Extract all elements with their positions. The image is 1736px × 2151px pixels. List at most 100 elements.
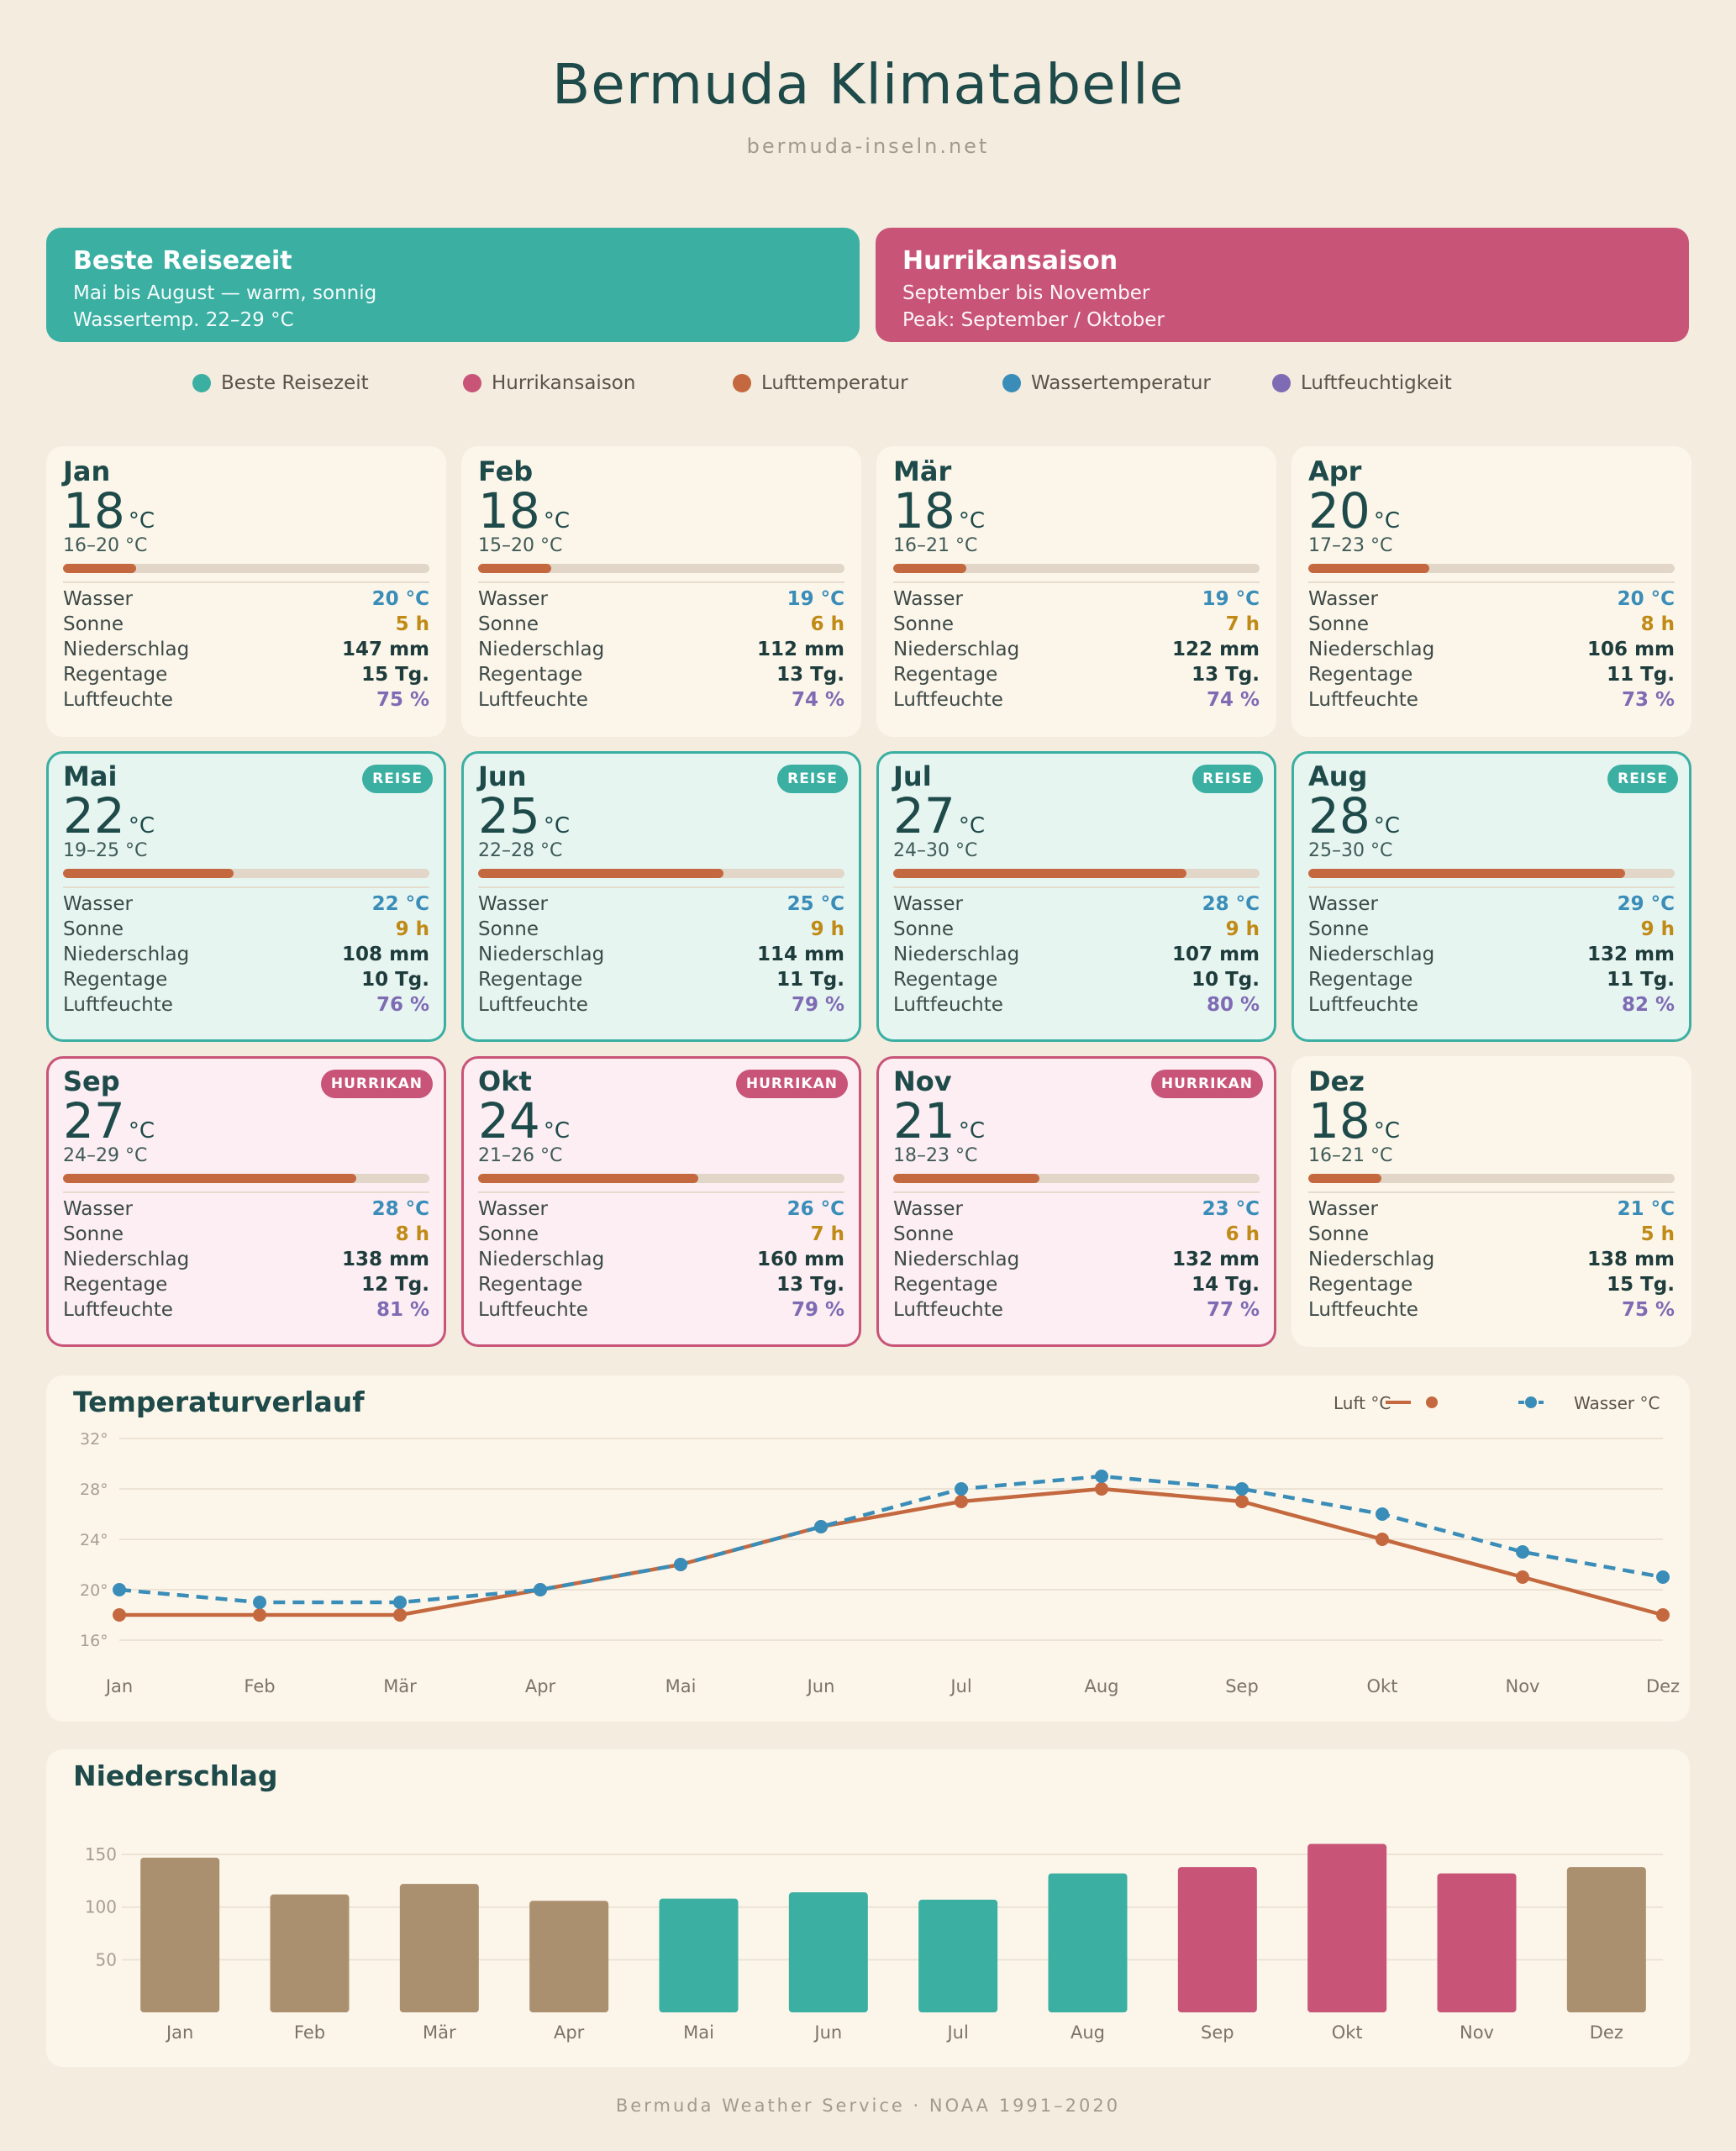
divider bbox=[478, 886, 844, 888]
stat-label: Niederschlag bbox=[1308, 944, 1435, 965]
stat-label: Wasser bbox=[1308, 588, 1378, 610]
stat-value: 73 % bbox=[1621, 689, 1675, 711]
reise-badge: REISE bbox=[1607, 765, 1678, 793]
month-temperature-value: 18 bbox=[478, 482, 540, 539]
stat-label: Sonne bbox=[893, 1223, 954, 1245]
stat-value: 25 °C bbox=[786, 893, 844, 915]
x-tick-label: Aug bbox=[1084, 1676, 1118, 1696]
temperature-bar bbox=[478, 1174, 844, 1183]
y-tick-label: 150 bbox=[85, 1844, 117, 1864]
stat-label: Niederschlag bbox=[893, 944, 1020, 965]
stat-value: 10 Tg. bbox=[1192, 969, 1260, 991]
data-point bbox=[674, 1558, 687, 1571]
temperature-unit: °C bbox=[1373, 508, 1400, 534]
x-tick-label: Jul bbox=[945, 2022, 968, 2043]
stat-row-wasser: Wasser 21 °C bbox=[1308, 1196, 1675, 1222]
hurrikan-badge: HURRIKAN bbox=[320, 1070, 433, 1098]
stat-label: Sonne bbox=[478, 918, 539, 940]
stat-value: 147 mm bbox=[342, 639, 429, 660]
stat-value: 138 mm bbox=[1587, 1249, 1675, 1270]
divider bbox=[893, 581, 1260, 583]
stat-label: Sonne bbox=[893, 918, 954, 940]
stat-value: 5 h bbox=[1640, 1223, 1675, 1245]
temperature-bar-fill bbox=[1308, 869, 1626, 878]
stat-label: Sonne bbox=[893, 613, 954, 635]
month-temperature-value: 21 bbox=[893, 1092, 955, 1149]
x-tick-label: Mai bbox=[683, 2022, 714, 2043]
temperature-bar bbox=[893, 1174, 1260, 1183]
stat-row-luftfeuchte: Luftfeuchte 77 % bbox=[893, 1297, 1260, 1323]
stat-row-luftfeuchte: Luftfeuchte 74 % bbox=[893, 687, 1260, 713]
stat-row-wasser: Wasser 25 °C bbox=[478, 891, 844, 917]
stat-value: 26 °C bbox=[786, 1198, 844, 1220]
stat-label: Luftfeuchte bbox=[1308, 994, 1418, 1016]
stat-row-niederschlag: Niederschlag 138 mm bbox=[1308, 1247, 1675, 1272]
stat-row-luftfeuchte: Luftfeuchte 81 % bbox=[63, 1297, 429, 1323]
month-name: Mär bbox=[893, 455, 952, 487]
temperature-unit: °C bbox=[958, 508, 985, 534]
stat-row-wasser: Wasser 20 °C bbox=[1308, 586, 1675, 612]
stat-value: 114 mm bbox=[757, 944, 844, 965]
month-card: Nov 21 °C 18–23 °C Wasser 23 °C Sonne 6 h Nieder… bbox=[876, 1056, 1276, 1347]
month-temperature-value: 22 bbox=[63, 787, 125, 844]
y-tick-label: 100 bbox=[85, 1897, 117, 1917]
stat-label: Luftfeuchte bbox=[893, 1299, 1003, 1321]
stat-value: 11 Tg. bbox=[1607, 664, 1675, 686]
temperature-bar bbox=[1308, 564, 1675, 573]
temperature-bar-fill bbox=[1308, 564, 1429, 573]
temperature-bar bbox=[478, 564, 844, 573]
data-point bbox=[1656, 1608, 1670, 1622]
x-tick-label: Jun bbox=[813, 2022, 842, 2043]
stat-row-luftfeuchte: Luftfeuchte 73 % bbox=[1308, 687, 1675, 713]
stat-row-sonne: Sonne 6 h bbox=[478, 612, 844, 637]
bar-jan bbox=[140, 1857, 220, 2012]
month-temperature-value: 28 bbox=[1308, 787, 1370, 844]
data-point bbox=[1376, 1533, 1389, 1546]
temperature-bar-fill bbox=[893, 564, 967, 573]
temperature-unit: °C bbox=[128, 813, 155, 839]
stat-row-wasser: Wasser 23 °C bbox=[893, 1196, 1260, 1222]
divider bbox=[1308, 886, 1675, 888]
data-point bbox=[955, 1495, 968, 1508]
month-temperature-value: 20 bbox=[1308, 482, 1370, 539]
stat-row-wasser: Wasser 22 °C bbox=[63, 891, 429, 917]
stat-row-sonne: Sonne 9 h bbox=[63, 917, 429, 942]
x-tick-label: Mai bbox=[665, 1676, 697, 1696]
legend-label: Lufttemperatur bbox=[761, 372, 908, 394]
stat-row-luftfeuchte: Luftfeuchte 76 % bbox=[63, 992, 429, 1018]
month-card: Mär 18 °C 16–21 °C Wasser 19 °C Sonne 7 h Nieder… bbox=[876, 446, 1276, 737]
stat-value: 77 % bbox=[1206, 1299, 1260, 1321]
stat-label: Sonne bbox=[63, 613, 124, 635]
y-tick-label: 28° bbox=[80, 1480, 108, 1499]
temperature-chart-panel: Temperaturverlauf 16° 20° 24° 28° 32° Jan Feb M… bbox=[46, 1375, 1690, 1722]
data-point bbox=[1235, 1482, 1249, 1496]
divider bbox=[63, 581, 429, 583]
month-stats: Wasser 26 °C Sonne 7 h Niederschlag 160 mm Reg… bbox=[478, 1196, 844, 1323]
stat-label: Sonne bbox=[478, 1223, 539, 1245]
divider bbox=[63, 886, 429, 888]
temperature-chart: 16° 20° 24° 28° 32° Jan Feb Mär Apr Mai Jun Jul Aug S… bbox=[80, 1393, 1680, 1696]
x-tick-label: Sep bbox=[1225, 1676, 1259, 1696]
stat-label: Sonne bbox=[63, 1223, 124, 1245]
month-name: Okt bbox=[478, 1065, 532, 1097]
stat-row-sonne: Sonne 7 h bbox=[478, 1222, 844, 1247]
stat-row-wasser: Wasser 20 °C bbox=[63, 586, 429, 612]
legend: Beste Reisezeit Hurrikansaison Lufttempe… bbox=[0, 372, 1736, 397]
stat-value: 19 °C bbox=[1202, 588, 1260, 610]
stat-value: 22 °C bbox=[371, 893, 429, 915]
stat-value: 9 h bbox=[1225, 918, 1260, 940]
x-tick-label: Dez bbox=[1590, 2022, 1623, 2043]
stat-label: Niederschlag bbox=[1308, 1249, 1435, 1270]
data-point bbox=[1095, 1470, 1108, 1483]
stat-label: Luftfeuchte bbox=[1308, 1299, 1418, 1321]
month-card: Jan 18 °C 16–20 °C Wasser 20 °C Sonne 5 h Nieder… bbox=[46, 446, 446, 737]
legend-item-air-temperature: Lufttemperatur bbox=[733, 372, 908, 394]
month-stats: Wasser 19 °C Sonne 6 h Niederschlag 112 mm Reg… bbox=[478, 586, 844, 713]
bar-nov bbox=[1437, 1873, 1517, 2012]
stat-row-wasser: Wasser 28 °C bbox=[893, 891, 1260, 917]
stat-value: 112 mm bbox=[757, 639, 844, 660]
stat-label: Wasser bbox=[1308, 893, 1378, 915]
month-stats: Wasser 22 °C Sonne 9 h Niederschlag 108 mm Reg… bbox=[63, 891, 429, 1018]
x-tick-label: Jan bbox=[165, 2022, 193, 2043]
temperature-unit: °C bbox=[958, 1118, 985, 1144]
